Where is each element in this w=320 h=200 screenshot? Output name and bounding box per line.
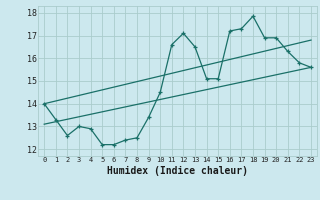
X-axis label: Humidex (Indice chaleur): Humidex (Indice chaleur) — [107, 166, 248, 176]
